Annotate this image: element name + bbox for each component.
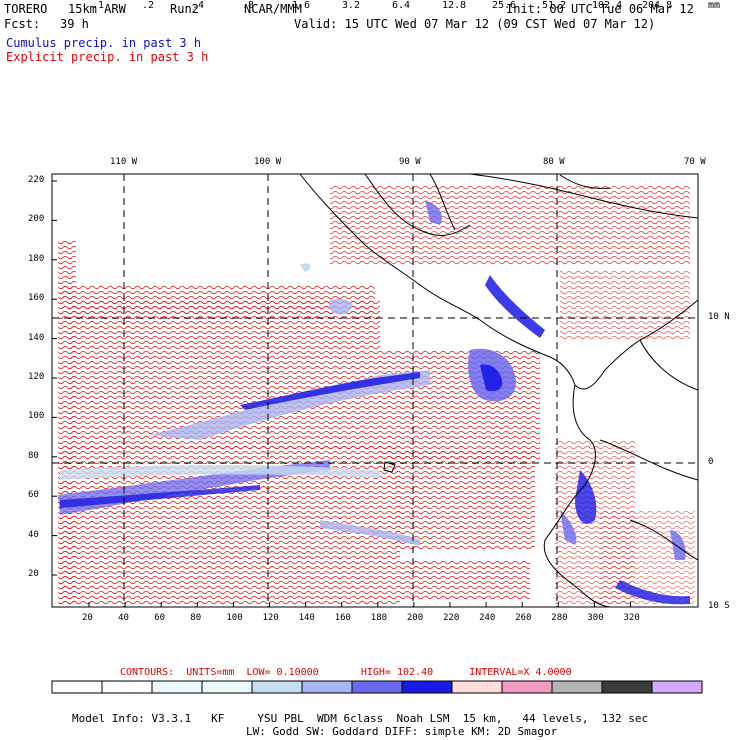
header-org: NCAR/MMM xyxy=(244,2,302,16)
lon-label: 70 W xyxy=(684,157,706,167)
x-tick-label: 20 xyxy=(82,613,93,623)
footer-model-info: Model Info: V3.3.1 KF YSU PBL WDM 6class… xyxy=(72,712,649,725)
colorbar-swatch xyxy=(651,680,703,694)
lat-label: 10 S xyxy=(708,601,730,611)
colorbar-swatch xyxy=(351,680,403,694)
x-tick-label: 280 xyxy=(551,613,568,623)
y-tick-label: 200 xyxy=(28,214,45,225)
header-valid: Valid: 15 UTC Wed 07 Mar 12 (09 CST Wed … xyxy=(294,17,656,31)
colorbar-swatch xyxy=(401,680,453,694)
contours-interval: INTERVAL=X 4.0000 xyxy=(469,667,572,678)
contours-high: HIGH= 102.40 xyxy=(360,667,434,678)
lon-label: 90 W xyxy=(399,157,421,167)
x-tick-label: 200 xyxy=(406,613,424,623)
y-tick-label: 180 xyxy=(28,253,45,264)
colorbar xyxy=(51,680,703,694)
colorbar-label: .4 xyxy=(192,0,205,11)
x-tick-label: 260 xyxy=(515,613,532,623)
y-tick-label: 140 xyxy=(28,332,45,343)
lon-label: 80 W xyxy=(543,157,565,167)
x-tick-label: 120 xyxy=(262,613,279,623)
contours-label: CONTOURS: xyxy=(120,667,175,678)
lon-label: 110 W xyxy=(110,157,138,167)
x-tick-label: 60 xyxy=(154,613,166,623)
lat-label: 0 xyxy=(708,457,714,467)
colorbar-swatch xyxy=(551,680,603,694)
colorbar-label: .8 xyxy=(242,0,255,11)
header-model: TORERO xyxy=(4,2,48,16)
x-tick-label: 80 xyxy=(190,613,202,623)
header-fcst-label: Fcst: xyxy=(4,17,41,31)
x-tick-label: 240 xyxy=(479,613,496,623)
x-tick-label: 160 xyxy=(334,613,351,623)
y-tick-label: 80 xyxy=(28,450,39,461)
colorbar-label: 3.2 xyxy=(342,0,361,11)
lat-lon-grid xyxy=(52,174,698,607)
colorbar-swatch xyxy=(51,680,103,694)
x-tick-label: 220 xyxy=(443,613,460,623)
colorbar-label: .2 xyxy=(142,0,155,11)
colorbar-swatch xyxy=(451,680,503,694)
legend-cumulus: Cumulus precip. in past 3 h xyxy=(6,36,202,50)
x-tick-label: 40 xyxy=(118,613,129,623)
header-init: Init: 00 UTC Tue 06 Mar 12 xyxy=(506,2,694,16)
x-tick-label: 140 xyxy=(298,613,315,623)
x-tick-label: 320 xyxy=(623,613,640,623)
lat-label: 10 N xyxy=(708,312,730,322)
colorbar-unit: mm xyxy=(708,0,721,11)
coastline xyxy=(299,174,698,607)
header-fcst-value: 39 h xyxy=(60,17,89,31)
colorbar-label: 6.4 xyxy=(392,0,411,11)
contours-low: LOW= 0.10000 xyxy=(246,667,319,678)
y-tick-label: 160 xyxy=(28,293,45,304)
colorbar-swatch xyxy=(501,680,553,694)
colorbar-label: .1 xyxy=(92,0,105,11)
y-tick-label: 120 xyxy=(28,372,45,382)
lon-label: 100 W xyxy=(254,157,282,167)
header-resolution: 15km ARW xyxy=(68,2,126,16)
colorbar-swatch xyxy=(151,680,203,694)
x-tick-label: 100 xyxy=(226,613,243,623)
colorbar-swatch xyxy=(601,680,653,694)
header-run: Run2 xyxy=(170,2,199,16)
colorbar-swatch xyxy=(101,680,153,694)
y-tick-label: 20 xyxy=(28,569,39,579)
legend-explicit: Explicit precip. in past 3 h xyxy=(6,50,209,64)
x-tick-label: 300 xyxy=(587,613,604,623)
y-tick-label: 100 xyxy=(28,411,45,422)
y-tick-label: 40 xyxy=(28,529,39,540)
map-frame xyxy=(51,173,699,608)
y-tick-label: 60 xyxy=(28,490,39,501)
colorbar-swatch xyxy=(301,680,353,694)
colorbar-label: 12.8 xyxy=(442,0,467,11)
contours-units: UNITS=mm xyxy=(186,667,235,678)
cumulus-precip-shading xyxy=(58,200,690,605)
contours-info: CONTOURS: UNITS=mm LOW= 0.10000 HIGH= 10… xyxy=(120,667,572,678)
colorbar-label: 25.6 xyxy=(492,0,517,11)
colorbar-label: 1.6 xyxy=(292,0,311,11)
colorbar-swatch xyxy=(251,680,303,694)
colorbar-swatch xyxy=(201,680,253,694)
x-tick-label: 180 xyxy=(370,613,388,623)
colorbar-label: 204.8 xyxy=(642,0,673,11)
colorbar-label: 51.2 xyxy=(542,0,567,11)
footer-physics: LW: Godd SW: Goddard DIFF: simple KM: 2D… xyxy=(246,725,558,738)
colorbar-label: 102.4 xyxy=(592,0,623,11)
y-tick-label: 220 xyxy=(28,175,45,185)
